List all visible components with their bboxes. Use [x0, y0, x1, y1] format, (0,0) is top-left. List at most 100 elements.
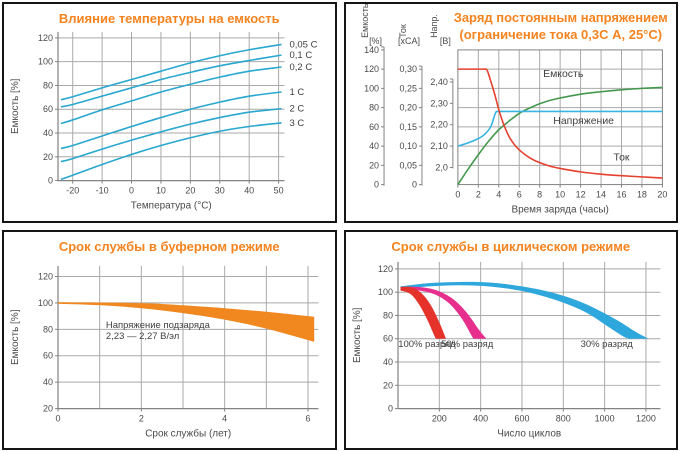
- chart-constant-voltage-charge: 0 2 4 6 8 10 12 14 16 18 20 Время заряда (часы) 0 20 4…: [360, 4, 667, 216]
- svg-text:50% разряд: 50% разряд: [441, 338, 494, 349]
- svg-text:0: 0: [48, 176, 53, 186]
- svg-text:-20: -20: [66, 186, 79, 196]
- svg-text:20: 20: [657, 190, 667, 200]
- svg-text:0,30: 0,30: [399, 64, 416, 74]
- svg-text:0,1 C: 0,1 C: [290, 50, 313, 61]
- panel-constant-voltage-charge: Заряд постоянным напряжением (ограничени…: [343, 2, 678, 223]
- svg-text:40: 40: [383, 357, 393, 367]
- svg-text:2,23 — 2,27 В/эл: 2,23 — 2,27 В/эл: [106, 331, 179, 342]
- svg-text:Емкость [%]: Емкость [%]: [10, 309, 21, 365]
- svg-text:2,30: 2,30: [430, 98, 447, 108]
- svg-text:120: 120: [38, 271, 53, 281]
- chart-temperature-capacity: -20 -10 0 10 20 30 40 50 Температура (°C) 0 20 40 60…: [10, 31, 318, 212]
- svg-text:100: 100: [378, 287, 393, 297]
- svg-text:120: 120: [38, 33, 53, 43]
- svg-text:40: 40: [244, 186, 254, 196]
- svg-text:140: 140: [364, 45, 379, 55]
- svg-text:Время заряда (часы): Время заряда (часы): [511, 205, 608, 216]
- svg-text:0: 0: [129, 186, 134, 196]
- svg-text:Емкость [%]: Емкость [%]: [10, 78, 21, 134]
- svg-text:800: 800: [555, 413, 570, 423]
- chart-title-cyclic-life: Срок службы в циклическом режиме: [391, 238, 631, 254]
- svg-text:Напряжение: Напряжение: [553, 116, 614, 127]
- svg-text:100: 100: [38, 297, 53, 307]
- svg-text:0: 0: [374, 180, 379, 190]
- svg-text:14: 14: [596, 190, 606, 200]
- svg-text:0,05 C: 0,05 C: [290, 39, 318, 50]
- svg-text:60: 60: [43, 104, 53, 114]
- svg-text:Ток: Ток: [397, 24, 407, 38]
- svg-text:120: 120: [378, 263, 393, 273]
- svg-text:10: 10: [156, 186, 166, 196]
- svg-text:80: 80: [43, 80, 53, 90]
- svg-text:2 C: 2 C: [290, 104, 305, 115]
- svg-text:100: 100: [364, 83, 379, 93]
- svg-text:20: 20: [185, 186, 195, 196]
- svg-text:40: 40: [43, 377, 53, 387]
- chart-title-charge: Заряд постоянным напряжением (ограничени…: [450, 10, 673, 44]
- svg-text:0,2 C: 0,2 C: [290, 62, 313, 73]
- svg-text:20: 20: [43, 403, 53, 413]
- svg-text:80: 80: [43, 324, 53, 334]
- svg-text:10: 10: [555, 190, 565, 200]
- svg-text:0,10: 0,10: [399, 141, 416, 151]
- panel-float-service-life: Срок службы в буферном режиме 0 2 4 6 Срок с…: [2, 229, 337, 450]
- svg-text:2: 2: [475, 190, 480, 200]
- panel-temperature-capacity: Влияние температуры на емкость -20 -10 0 10…: [2, 2, 337, 223]
- svg-text:2,40: 2,40: [430, 77, 447, 87]
- chart-title-charge-line1: Заряд постоянным напряжением: [453, 10, 668, 25]
- svg-text:4: 4: [222, 413, 227, 423]
- svg-text:30% разряд: 30% разряд: [580, 338, 633, 349]
- svg-text:6: 6: [305, 413, 310, 423]
- svg-text:3 C: 3 C: [290, 118, 305, 129]
- svg-text:Срок службы (лет): Срок службы (лет): [145, 428, 231, 439]
- svg-text:0,05: 0,05: [399, 160, 416, 170]
- svg-text:40: 40: [369, 141, 379, 151]
- svg-text:18: 18: [636, 190, 646, 200]
- svg-text:100% разряд: 100% разряд: [398, 338, 456, 349]
- svg-text:60: 60: [369, 122, 379, 132]
- svg-text:120: 120: [364, 64, 379, 74]
- svg-text:1000: 1000: [594, 413, 614, 423]
- svg-text:Напряжение подзаряда: Напряжение подзаряда: [106, 320, 211, 331]
- panel-cyclic-service-life: Срок службы в циклическом режиме 200 40 0 6…: [343, 229, 678, 450]
- svg-text:Ток: Ток: [613, 153, 629, 164]
- chart-float-service-life: 0 2 4 6 Срок службы (лет) 20 40 60 80 100 120 Емкос…: [10, 265, 319, 439]
- svg-text:0: 0: [56, 413, 61, 423]
- chart-title-temperature: Влияние температуры на емкость: [58, 11, 280, 26]
- svg-text:30: 30: [215, 186, 225, 196]
- svg-text:2,0: 2,0: [435, 162, 447, 172]
- chart-title-float-life: Срок службы в буферном режиме: [58, 238, 280, 254]
- svg-text:6: 6: [516, 190, 521, 200]
- svg-text:50: 50: [274, 186, 284, 196]
- chart-cyclic-service-life: 200 400 600 800 1000 1200 Число циклов 0 20 40 60 8…: [352, 261, 660, 439]
- svg-text:40: 40: [43, 128, 53, 138]
- svg-text:2,20: 2,20: [430, 120, 447, 130]
- svg-text:Емкость [%]: Емкость [%]: [352, 307, 363, 363]
- svg-text:20: 20: [369, 160, 379, 170]
- chart-title-charge-line2: (ограничение тока 0,3С А, 25°С): [459, 26, 663, 42]
- svg-text:1200: 1200: [635, 413, 655, 423]
- svg-text:0: 0: [388, 403, 393, 413]
- svg-text:[%]: [%]: [369, 36, 382, 46]
- svg-text:16: 16: [616, 190, 626, 200]
- svg-text:Число циклов: Число циклов: [497, 428, 561, 439]
- svg-text:2,10: 2,10: [430, 141, 447, 151]
- svg-text:4: 4: [496, 190, 501, 200]
- svg-text:12: 12: [575, 190, 585, 200]
- svg-text:80: 80: [369, 103, 379, 113]
- svg-text:Напр.: Напр.: [428, 14, 438, 38]
- svg-text:200: 200: [431, 413, 446, 423]
- svg-text:Емкость: Емкость: [360, 4, 370, 38]
- svg-text:0,15: 0,15: [399, 122, 416, 132]
- svg-text:60: 60: [43, 350, 53, 360]
- svg-text:0: 0: [455, 190, 460, 200]
- svg-text:0,25: 0,25: [399, 83, 416, 93]
- svg-text:Температура (°C): Температура (°C): [131, 201, 212, 212]
- svg-text:[В]: [В]: [439, 36, 450, 46]
- svg-text:100: 100: [38, 57, 53, 67]
- svg-text:0: 0: [411, 180, 416, 190]
- svg-text:2: 2: [139, 413, 144, 423]
- svg-text:60: 60: [383, 333, 393, 343]
